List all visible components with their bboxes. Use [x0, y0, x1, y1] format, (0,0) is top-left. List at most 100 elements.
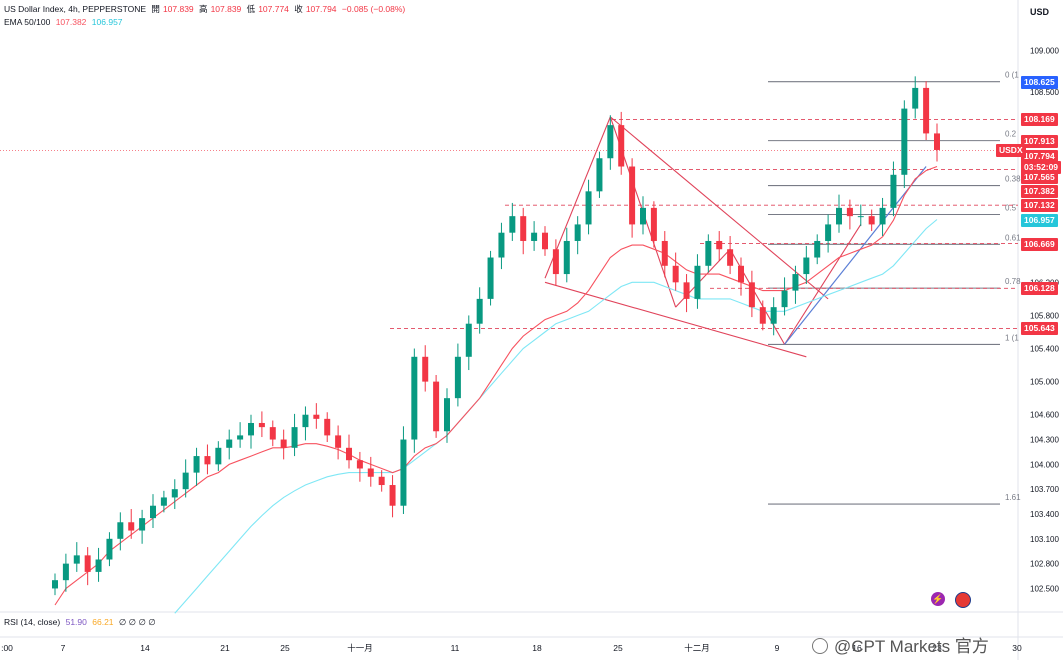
ema-legend[interactable]: EMA 50/100 107.382 106.957	[4, 17, 126, 28]
candle-body	[879, 207, 886, 225]
candle-body	[95, 559, 102, 572]
price-tag[interactable]: 03:52:09	[1021, 161, 1062, 175]
low-label: 低	[246, 4, 256, 14]
y-tick-label: 105.000	[1030, 378, 1059, 387]
candle-body	[84, 555, 91, 572]
candle-body	[923, 87, 930, 134]
candle-body	[324, 418, 331, 436]
candle-body	[367, 468, 374, 477]
watermark-text: @CPT Markets 官方	[834, 637, 989, 656]
candle-body	[781, 290, 788, 308]
y-tick-label: 109.000	[1030, 47, 1059, 56]
fib-level-label: 0 (1	[1005, 71, 1019, 80]
candle-body	[531, 232, 538, 241]
x-tick-label: 21	[220, 643, 230, 653]
fib-level-label: 1.61	[1005, 493, 1021, 502]
currency-label[interactable]: USD	[1029, 7, 1049, 17]
candle-body	[52, 580, 58, 589]
candle-body	[258, 422, 265, 428]
high-value: 107.839	[210, 4, 242, 14]
candle-body	[444, 398, 450, 432]
candle-body	[226, 439, 233, 448]
us-flag-icon[interactable]	[955, 592, 971, 608]
ema50-value: 107.382	[55, 17, 87, 27]
lightning-icon[interactable]: ⚡	[931, 592, 945, 606]
candle-body	[629, 166, 636, 225]
candle-body	[160, 497, 167, 506]
price-tag[interactable]: 107.132	[1021, 199, 1058, 213]
fib-level-label: 0.78	[1005, 277, 1021, 286]
price-tag[interactable]: 107.565	[1021, 171, 1058, 185]
candle-body	[291, 427, 298, 448]
price-tag[interactable]: 106.128	[1021, 282, 1058, 296]
change-value: −0.085 (−0.08%)	[341, 4, 406, 14]
y-tick-label: 105.400	[1030, 345, 1059, 354]
candle-body	[618, 125, 625, 167]
y-tick-label: 105.800	[1030, 311, 1059, 320]
candle-body	[139, 518, 146, 531]
candle-body	[400, 439, 407, 506]
rsi-zeros: ∅ ∅ ∅ ∅	[118, 617, 156, 627]
y-tick-label: 103.400	[1030, 510, 1059, 519]
price-tag[interactable]: 108.625	[1021, 75, 1058, 89]
rsi-value2: 66.21	[92, 617, 114, 627]
zigzag-line	[729, 248, 786, 345]
candle-body	[792, 274, 799, 291]
price-tag[interactable]: 107.794	[1021, 150, 1058, 164]
symbol-title[interactable]: US Dollar Index, 4h, PEPPERSTONE	[4, 4, 147, 14]
fib-level-label: 0.5	[1005, 203, 1017, 212]
y-tick-label: 108.500	[1030, 88, 1059, 97]
candle-body	[836, 207, 842, 225]
price-tag[interactable]: 107.382	[1021, 184, 1058, 198]
candle-body	[596, 158, 603, 192]
x-tick-label: 十一月	[347, 643, 373, 653]
candle-body	[901, 108, 908, 175]
y-tick-label: 102.800	[1030, 560, 1059, 569]
rsi-value: 51.90	[65, 617, 87, 627]
weibo-logo-icon	[812, 638, 828, 654]
price-tag[interactable]: 107.913	[1021, 134, 1058, 148]
candle-body	[73, 555, 80, 564]
candle-body	[487, 257, 494, 299]
candle-body	[378, 476, 385, 486]
candle-body	[356, 460, 363, 469]
candle-body	[563, 240, 570, 275]
y-tick-label: 104.300	[1030, 436, 1059, 445]
candle-body	[106, 538, 113, 560]
candle-body	[62, 563, 69, 581]
candle-body	[182, 472, 189, 490]
price-tag[interactable]: 105.643	[1021, 322, 1058, 336]
y-tick-label: 104.000	[1030, 460, 1059, 469]
y-tick-label: 104.600	[1030, 411, 1059, 420]
open-value: 107.839	[162, 4, 194, 14]
candle-body	[857, 216, 864, 218]
candle-body	[640, 207, 646, 225]
candle-body	[280, 439, 287, 448]
x-tick-label: 十二月	[684, 643, 710, 653]
candle-body	[389, 485, 396, 506]
symbol-tag[interactable]: USDX	[996, 144, 1026, 158]
candle-body	[411, 356, 418, 440]
candle-body	[585, 191, 592, 225]
candle-body	[117, 522, 124, 539]
ema100-line	[174, 219, 938, 614]
low-value: 107.774	[258, 4, 289, 14]
candle-body	[814, 240, 821, 258]
candle-body	[204, 456, 211, 465]
fib-level-label: 0.2	[1005, 130, 1017, 139]
x-tick-label: 16	[852, 643, 862, 653]
fib-level-label: 0.61	[1005, 233, 1021, 242]
candle-body	[313, 414, 320, 419]
x-tick-label: 23	[932, 643, 942, 653]
ema-label: EMA 50/100	[4, 17, 51, 27]
price-tag[interactable]: 108.169	[1021, 113, 1058, 127]
candle-body	[498, 232, 505, 258]
y-tick-label: 102.500	[1030, 584, 1059, 593]
price-tag[interactable]: 106.957	[1021, 213, 1058, 227]
x-tick-label: :00	[1, 643, 13, 653]
rsi-legend[interactable]: RSI (14, close) 51.90 66.21 ∅ ∅ ∅ ∅	[4, 617, 159, 628]
candle-body	[727, 249, 734, 266]
price-tag[interactable]: 106.669	[1021, 237, 1058, 251]
candle-body	[476, 298, 483, 324]
